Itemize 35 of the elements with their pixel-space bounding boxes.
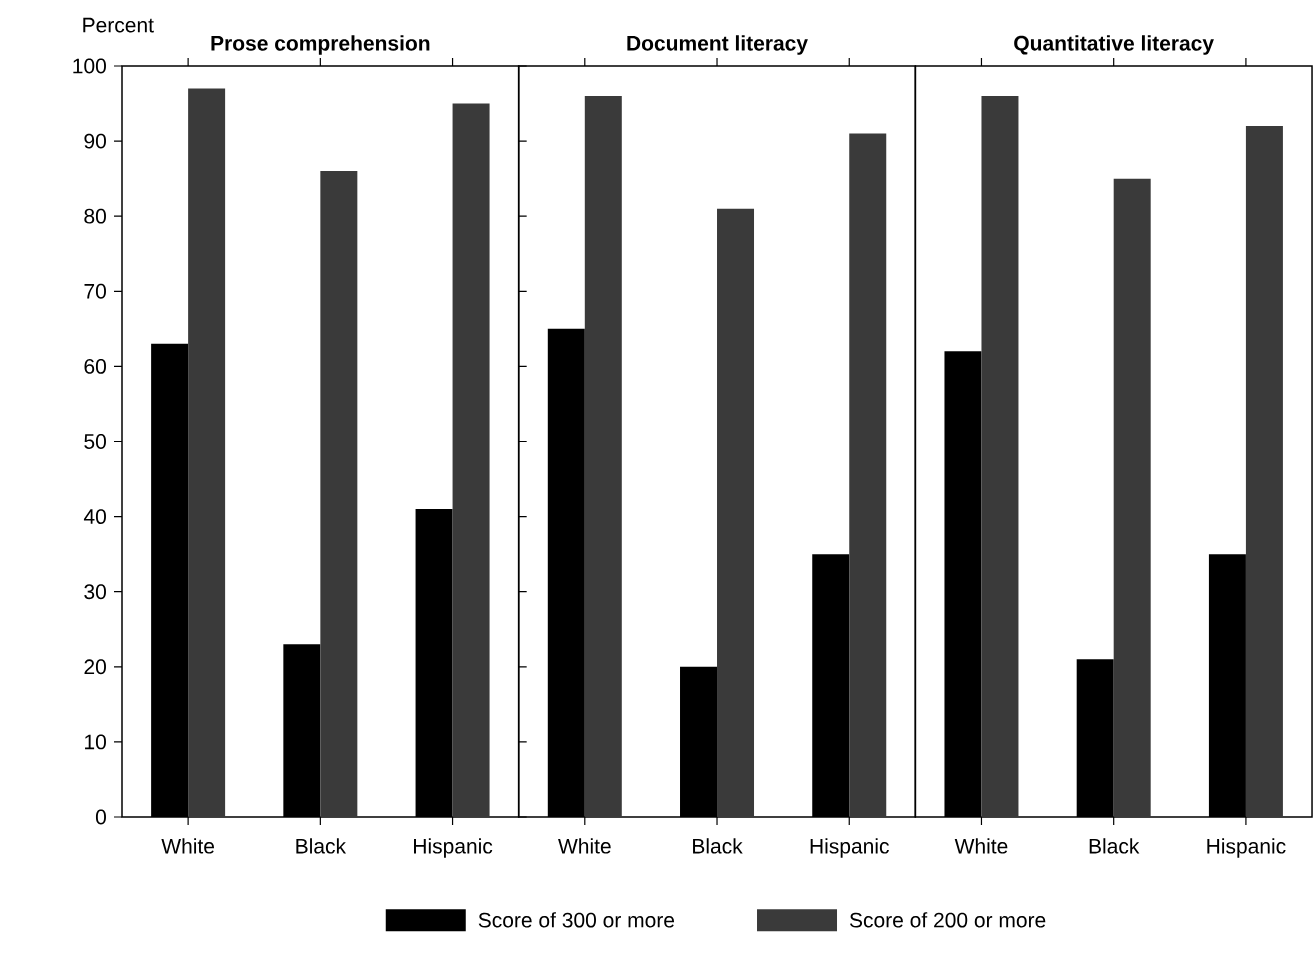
bar	[452, 103, 490, 817]
y-tick-label: 60	[84, 358, 106, 374]
chart-title: Quantitative literacy	[1014, 35, 1214, 55]
y-tick-label: 10	[85, 734, 106, 750]
x-tick-label: Hispanic	[810, 838, 889, 858]
y-tick-label: 0	[95, 809, 106, 825]
y-axis-title: Percent	[83, 17, 154, 33]
y-tick-label: 20	[84, 659, 106, 675]
legend-label: Score of 200 or more	[849, 912, 1046, 928]
bar	[1113, 178, 1151, 817]
bar	[584, 96, 622, 817]
y-tick-label: 70	[84, 283, 106, 299]
x-tick-label: Hispanic	[414, 838, 493, 858]
x-tick-label: Black	[296, 838, 347, 854]
x-tick-label: White	[558, 838, 611, 854]
x-tick-label: White	[954, 838, 1008, 854]
bar	[981, 96, 1019, 817]
y-tick-label: 30	[84, 584, 106, 600]
chart-title: Prose comprehension	[211, 35, 430, 55]
bar	[849, 133, 887, 817]
y-tick-label: 80	[84, 208, 106, 224]
x-tick-label: Black	[693, 838, 743, 854]
chart-title: Document literacy	[627, 35, 808, 55]
y-tick-label: 50	[84, 434, 106, 449]
y-tick-label: 100	[73, 58, 106, 74]
y-tick-label: 40	[83, 509, 106, 525]
bar	[1245, 126, 1283, 817]
bar	[717, 208, 755, 817]
x-tick-label: White	[161, 838, 215, 854]
legend-label: Score of 300 or more	[478, 912, 675, 928]
y-tick-label: 90	[84, 133, 106, 149]
bar	[188, 88, 226, 817]
bar	[320, 171, 358, 817]
x-tick-label: Hispanic	[1207, 838, 1286, 858]
x-tick-label: Black	[1089, 838, 1140, 854]
